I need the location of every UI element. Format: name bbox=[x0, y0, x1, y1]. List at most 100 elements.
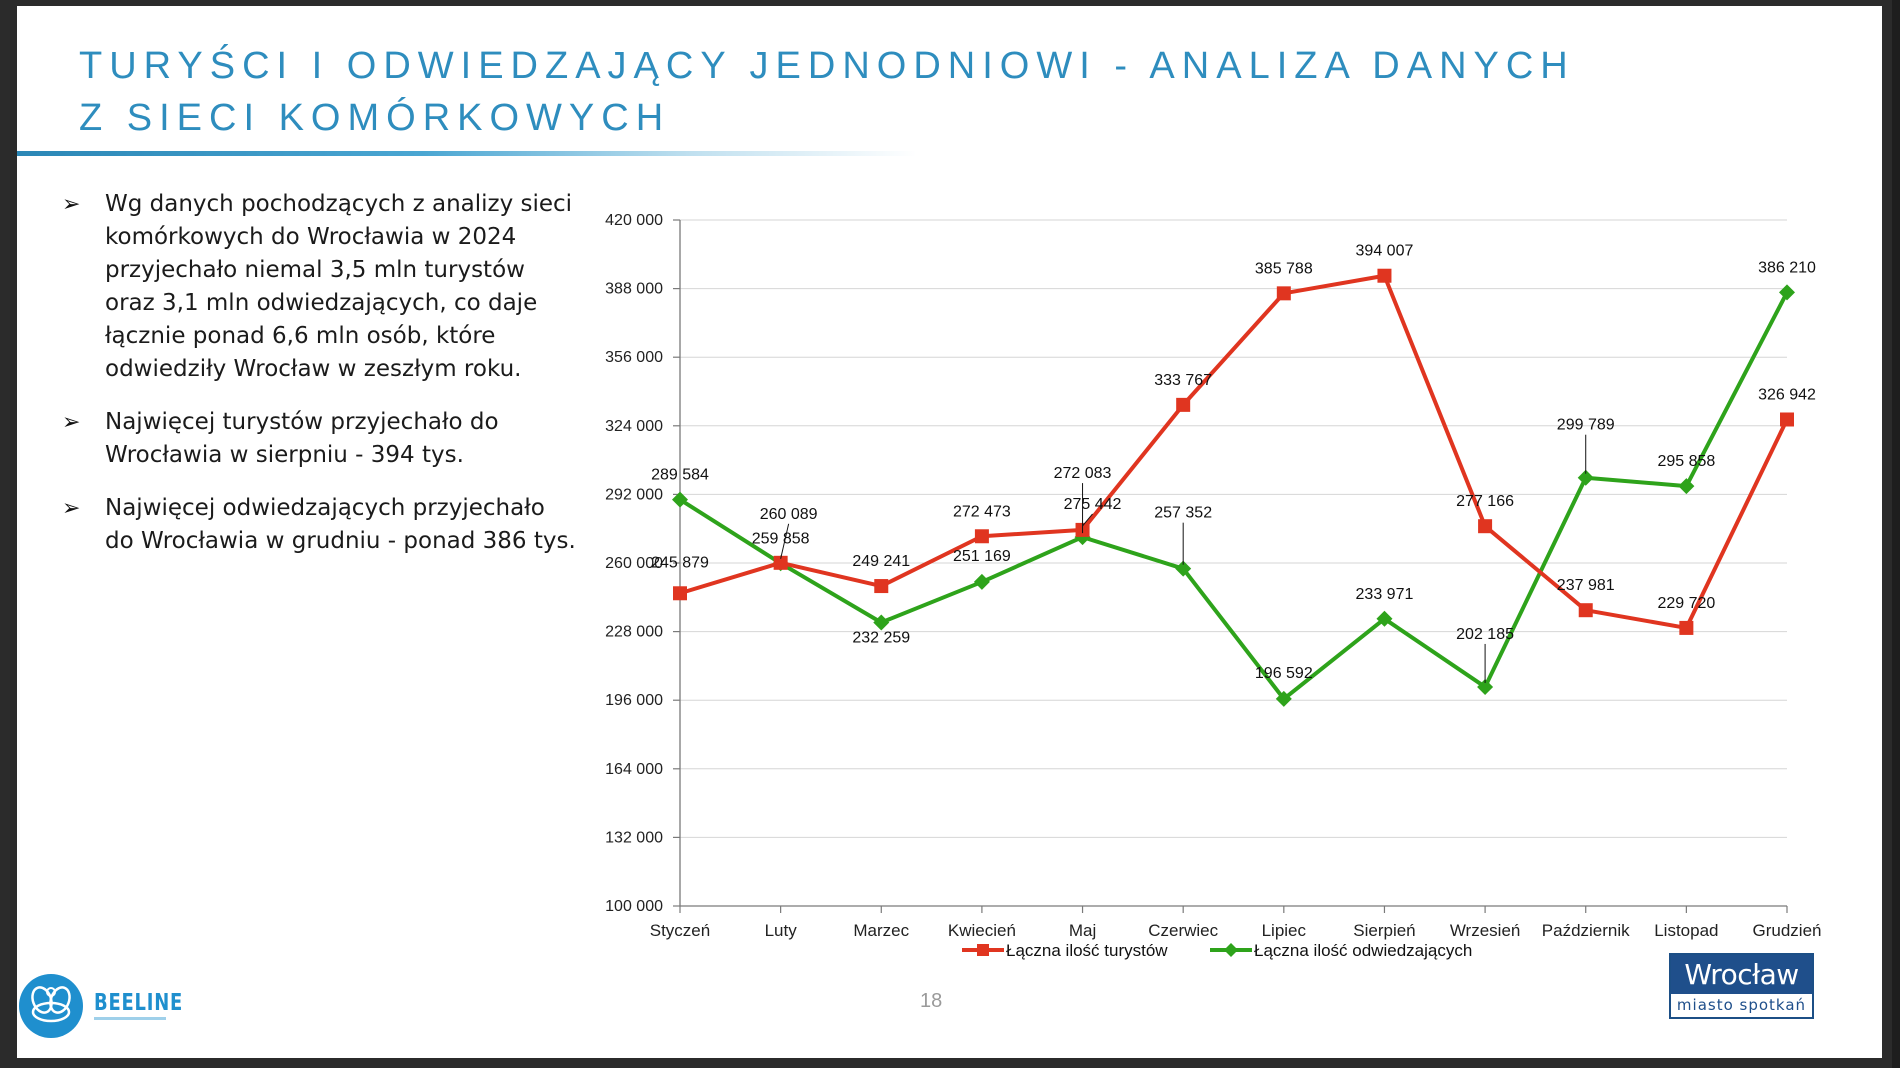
data-label: 299 789 bbox=[1557, 417, 1615, 434]
x-tick-label: Maj bbox=[1069, 921, 1096, 940]
beeline-logo-tagline bbox=[94, 1017, 166, 1020]
x-tick-label: Czerwiec bbox=[1148, 921, 1218, 940]
x-tick-label: Lipiec bbox=[1262, 921, 1307, 940]
data-point-marker bbox=[672, 491, 688, 508]
y-tick-label: 324 000 bbox=[605, 418, 663, 435]
bullet-item: ➢ Najwięcej turystów przyjechało do Wrocł… bbox=[60, 406, 580, 472]
data-label: 289 584 bbox=[651, 467, 709, 484]
wroclaw-logo-subtitle: miasto spotkań bbox=[1671, 994, 1812, 1017]
data-label: 251 169 bbox=[953, 548, 1011, 565]
slide-title: TURYŚCI I ODWIEDZAJĄCY JEDNODNIOWI - ANA… bbox=[79, 45, 1575, 139]
arrow-bullet-icon: ➢ bbox=[62, 410, 81, 435]
chart-legend: Łączna ilość turystów Łączna ilość odwied… bbox=[962, 941, 1472, 960]
y-tick-label: 100 000 bbox=[605, 898, 663, 915]
wroclaw-logo-title: Wrocław bbox=[1671, 955, 1812, 994]
window-edge bbox=[1892, 0, 1900, 1068]
wroclaw-logo: Wrocław miasto spotkań bbox=[1669, 953, 1814, 1019]
y-tick-label: 388 000 bbox=[605, 281, 663, 298]
data-label: 333 767 bbox=[1154, 372, 1212, 389]
data-point-marker bbox=[1377, 268, 1392, 283]
x-tick-label: Listopad bbox=[1654, 921, 1718, 940]
data-label: 260 089 bbox=[760, 506, 818, 523]
x-tick-label: Marzec bbox=[853, 921, 909, 940]
chart-grid bbox=[680, 219, 1787, 838]
y-tick-label: 292 000 bbox=[605, 486, 663, 503]
chart-axes: 100 000 132 000 164 000 196 000 228 000 260 0… bbox=[605, 212, 1821, 940]
data-label: 202 185 bbox=[1456, 626, 1514, 643]
data-point-marker bbox=[1678, 478, 1695, 495]
data-label: 326 942 bbox=[1758, 386, 1816, 403]
arrow-bullet-icon: ➢ bbox=[62, 496, 81, 521]
data-point-marker bbox=[773, 555, 788, 570]
data-point-marker bbox=[874, 579, 889, 594]
data-point-marker bbox=[1175, 560, 1192, 577]
y-tick-label: 196 000 bbox=[605, 692, 663, 709]
y-tick-label: 132 000 bbox=[605, 829, 663, 846]
slide: TURYŚCI I ODWIEDZAJĄCY JEDNODNIOWI - ANA… bbox=[17, 6, 1882, 1058]
bullet-list: ➢ Wg danych pochodzących z analizy sieci … bbox=[60, 188, 580, 578]
data-point-marker bbox=[1477, 678, 1494, 695]
y-tick-label: 420 000 bbox=[605, 212, 663, 229]
data-label: 259 858 bbox=[752, 530, 810, 547]
data-label-leader bbox=[1082, 513, 1093, 527]
y-tick-label: 164 000 bbox=[605, 761, 663, 778]
data-point-marker bbox=[1780, 412, 1794, 427]
x-tick-label: Kwiecień bbox=[948, 921, 1016, 940]
data-point-marker bbox=[1779, 284, 1795, 301]
y-tick-label: 356 000 bbox=[605, 349, 663, 366]
chart-series bbox=[672, 268, 1795, 707]
data-point-marker bbox=[1478, 519, 1493, 534]
bullet-text: Najwięcej turystów przyjechało do Wrocła… bbox=[105, 409, 499, 468]
data-label: 245 879 bbox=[651, 554, 709, 571]
data-point-marker bbox=[1578, 603, 1593, 618]
data-label: 232 259 bbox=[852, 629, 910, 646]
data-label: 272 083 bbox=[1054, 465, 1112, 482]
y-tick-label: 228 000 bbox=[605, 624, 663, 641]
data-point-marker bbox=[1376, 610, 1393, 627]
data-point-marker bbox=[1276, 286, 1291, 301]
data-point-marker bbox=[1679, 620, 1694, 635]
x-tick-label: Styczeń bbox=[650, 921, 710, 940]
data-label: 237 981 bbox=[1557, 577, 1615, 594]
arrow-bullet-icon: ➢ bbox=[62, 192, 81, 217]
data-point-marker bbox=[673, 586, 687, 601]
data-label-leader bbox=[780, 523, 790, 559]
data-label: 196 592 bbox=[1255, 665, 1313, 682]
legend-swatch-marker bbox=[1224, 943, 1238, 957]
data-label: 272 473 bbox=[953, 503, 1011, 520]
legend-label: Łączna ilość turystów bbox=[1006, 941, 1168, 960]
data-point-marker bbox=[1275, 690, 1292, 707]
data-label: 394 007 bbox=[1356, 243, 1414, 260]
series-line bbox=[679, 273, 1789, 630]
data-label: 229 720 bbox=[1657, 595, 1715, 612]
series-line bbox=[678, 291, 1789, 701]
x-tick-label: Październik bbox=[1542, 921, 1630, 940]
page-number: 18 bbox=[920, 990, 943, 1012]
data-point-marker bbox=[873, 614, 890, 631]
data-label: 386 210 bbox=[1758, 259, 1816, 276]
legend-label: Łączna ilość odwiedzających bbox=[1254, 941, 1472, 960]
data-point-marker bbox=[1176, 397, 1191, 412]
data-label: 275 442 bbox=[1064, 496, 1122, 513]
data-label: 295 858 bbox=[1657, 453, 1715, 470]
beeline-logo-text: BEELINE bbox=[94, 990, 184, 1016]
x-tick-label: Wrzesień bbox=[1450, 921, 1521, 940]
y-tick-label: 260 000 bbox=[605, 555, 663, 572]
data-point-marker bbox=[974, 529, 989, 544]
data-point-marker bbox=[973, 573, 990, 590]
data-label: 233 971 bbox=[1356, 586, 1414, 603]
bullet-item: ➢ Najwięcej odwiedzających przyjechało do… bbox=[60, 492, 580, 558]
title-underline bbox=[17, 151, 917, 156]
bullet-text: Wg danych pochodzących z analizy sieci k… bbox=[105, 191, 573, 382]
chart-data-labels: 245 879 260 089 249 241 272 473 275 442 333 7… bbox=[651, 243, 1816, 683]
x-tick-label: Sierpień bbox=[1353, 921, 1415, 940]
data-point-marker bbox=[1577, 469, 1594, 486]
x-tick-label: Grudzień bbox=[1753, 921, 1822, 940]
bullet-text: Najwięcej odwiedzających przyjechało do … bbox=[105, 495, 576, 554]
bullet-item: ➢ Wg danych pochodzących z analizy sieci … bbox=[60, 188, 580, 386]
data-label: 249 241 bbox=[852, 553, 910, 570]
data-label: 277 166 bbox=[1456, 493, 1514, 510]
data-label: 385 788 bbox=[1255, 260, 1313, 277]
legend-swatch-marker bbox=[977, 944, 989, 956]
